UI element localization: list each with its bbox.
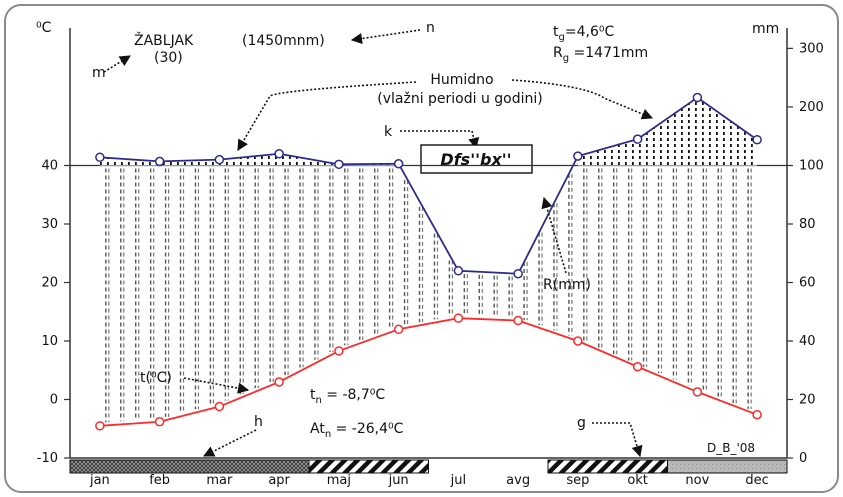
callout-k: k — [384, 124, 393, 140]
month-label: apr — [268, 473, 290, 488]
right-tick-label: 100 — [799, 159, 824, 174]
temperature-point — [274, 377, 284, 387]
left-tick-label: -10 — [37, 451, 58, 466]
callout-g-arrow — [592, 422, 643, 458]
callout-h: h — [254, 414, 263, 430]
temperature-point — [334, 346, 344, 356]
left-tick-label: 20 — [41, 276, 58, 291]
temperature-line — [99, 317, 758, 427]
callout-h-arrow — [202, 429, 257, 457]
right-tick-label: 300 — [799, 41, 824, 56]
callout-m-arrow — [103, 55, 131, 73]
callout-k-arrow — [400, 130, 480, 150]
left-tick-label: 0 — [50, 393, 58, 408]
temperature-point — [573, 336, 583, 346]
mean-temperature: tg=4,6⁰C — [553, 24, 614, 43]
month-label: dec — [745, 473, 768, 488]
climate-code: Dfs''bx'' — [440, 150, 511, 169]
left-tick-label: 10 — [41, 334, 58, 349]
callout-n-arrow — [350, 29, 421, 45]
precipitation-point — [154, 156, 165, 167]
callout-g: g — [577, 415, 586, 431]
left-tick-label: 30 — [41, 217, 58, 232]
absolute-min-temperature: Atn = -26,4⁰C — [310, 421, 404, 440]
season-bar-segment — [547, 459, 668, 474]
right-axis-unit: mm — [752, 21, 779, 37]
month-label: sep — [566, 473, 589, 488]
month-label: feb — [149, 473, 170, 488]
humid-arrow-left — [237, 81, 417, 151]
humid-subtitle: (vlažni periodi u godini) — [377, 91, 543, 107]
temperature-point — [453, 313, 464, 323]
climate-code-box — [420, 144, 533, 174]
right-tick-label: 0 — [799, 451, 807, 466]
precipitation-point — [573, 151, 583, 161]
month-label: jul — [450, 473, 466, 488]
precipitation-point — [692, 92, 703, 103]
month-label: jun — [388, 473, 409, 488]
temperature-label: t(⁰C) — [140, 370, 172, 386]
month-label: nov — [685, 473, 709, 488]
month-label: mar — [206, 473, 233, 488]
temperature-point — [154, 416, 165, 427]
season-bar-segment — [667, 459, 788, 474]
plot-area: -10 0 10 20 30 40 0 20 40 60 80 100 200 300 jan feb mar a… — [37, 28, 824, 488]
left-tick-label: 40 — [41, 159, 58, 174]
temperature-point — [95, 421, 105, 431]
precipitation-label: R(mm) — [543, 277, 591, 293]
station-name: ŽABLJAK — [134, 31, 194, 49]
station-elevation: (1450mnm) — [242, 33, 325, 49]
precipitation-point — [214, 154, 225, 165]
left-axis-unit: ⁰C — [36, 20, 52, 36]
author-signature: D_B_'08 — [707, 441, 755, 455]
temperature-point — [513, 315, 523, 326]
temperature-label-arrow — [183, 377, 250, 394]
humid-area-autumn — [577, 97, 758, 166]
right-tick-label: 200 — [799, 100, 824, 115]
precipitation-point — [334, 159, 344, 170]
annual-precipitation: Rg =1471mm — [553, 45, 648, 64]
precipitation-point — [95, 152, 105, 163]
temperature-point — [393, 324, 404, 335]
callout-n: n — [426, 20, 435, 36]
temperature-point — [214, 401, 225, 412]
humid-title: Humidno — [430, 72, 493, 88]
temperature-point — [752, 409, 762, 420]
season-bar-segment — [308, 459, 429, 474]
precipitation-line — [99, 96, 758, 275]
right-tick-label: 60 — [799, 276, 816, 291]
precipitation-point — [752, 134, 762, 145]
right-tick-label: 20 — [799, 393, 816, 408]
month-label: jan — [89, 473, 110, 488]
precipitation-point — [632, 134, 643, 144]
callout-m: m — [92, 65, 106, 81]
precipitation-label-arrow — [541, 196, 567, 274]
month-label: avg — [506, 473, 530, 488]
precipitation-point — [453, 266, 464, 276]
precipitation-point — [393, 158, 404, 169]
min-temperature: tn = -8,7⁰C — [310, 387, 385, 406]
station-years: (30) — [154, 50, 183, 66]
outer-frame — [4, 4, 839, 493]
precipitation-point — [274, 149, 284, 159]
temperature-point — [692, 387, 703, 397]
month-label: okt — [627, 473, 648, 488]
temperature-point — [632, 361, 643, 372]
month-label: maj — [327, 473, 351, 488]
right-tick-label: 80 — [799, 217, 816, 232]
right-tick-label: 40 — [799, 334, 816, 349]
precipitation-point — [513, 268, 523, 279]
humid-arrow-right — [511, 79, 654, 120]
season-bar-segment — [69, 459, 310, 474]
